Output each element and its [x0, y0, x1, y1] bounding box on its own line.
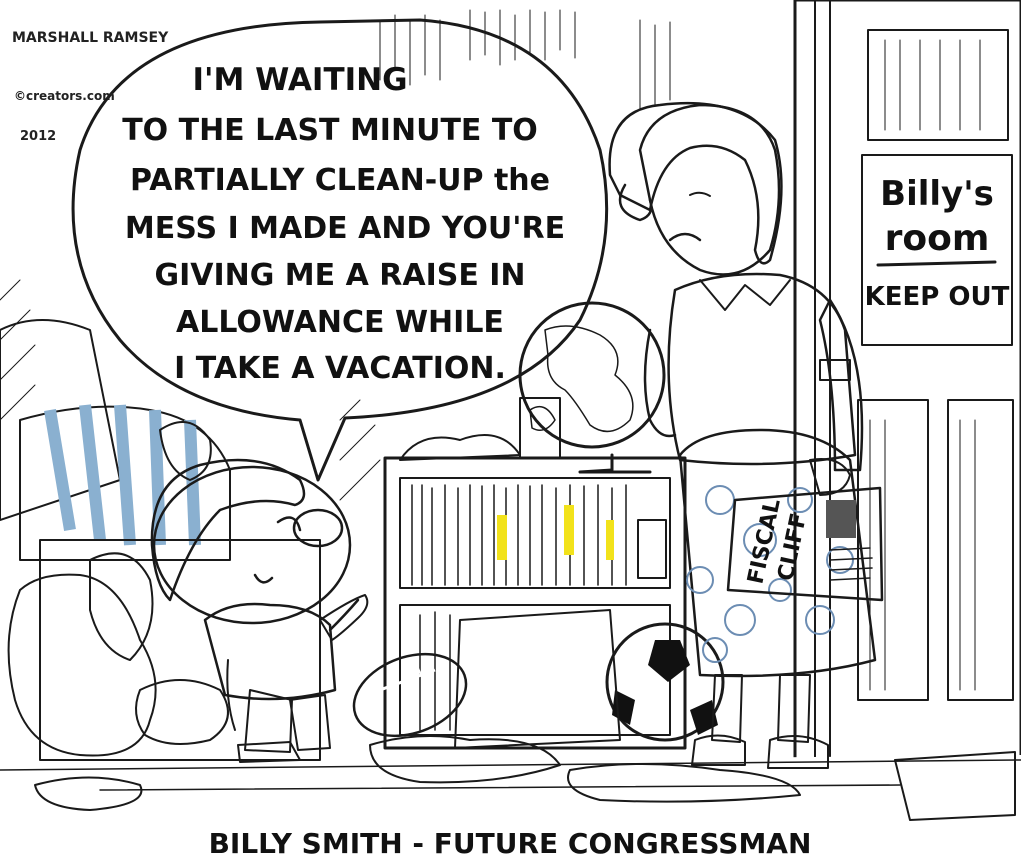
door-sign-line2: room: [885, 218, 990, 259]
door-sign-line1: Billy's: [880, 174, 994, 214]
floor-clothes: [369, 735, 561, 784]
door-knob: [819, 359, 851, 381]
orange-shirt-floor: [567, 763, 801, 803]
speech-line-7: I TAKE A VACATION.: [174, 351, 506, 386]
signature-artist: MARSHALL RAMSEY: [12, 30, 169, 46]
speech-line-1: I'M WAITING: [192, 62, 407, 98]
door-sign-background: [861, 154, 1013, 346]
boy-billy: [150, 458, 369, 763]
speech-line-2: TO THE LAST MINUTE TO: [122, 113, 538, 148]
door-sign-line3: KEEP OUT: [865, 282, 1010, 312]
mother-shirt: [667, 272, 857, 466]
mother-head: [638, 103, 781, 276]
speech-line-4: MESS I MADE AND YOU'RE: [125, 211, 565, 246]
newspaper-photo: [826, 500, 856, 538]
artist-signature: MARSHALL RAMSEY ©creators.com 2012: [12, 30, 169, 144]
cartoon-caption: BILLY SMITH - FUTURE CONGRESSMAN: [209, 827, 812, 860]
mother-skirt: [678, 428, 877, 678]
boy-shirt: [203, 602, 337, 701]
mother: [608, 101, 877, 769]
yellow-book: [497, 515, 507, 560]
speech-line-3: PARTIALLY CLEAN-UP the: [130, 163, 550, 198]
speech-bubble: I'M WAITING TO THE LAST MINUTE TO PARTIA…: [71, 18, 609, 482]
boy-hair: [150, 458, 306, 602]
signature-source: ©creators.com: [14, 89, 115, 103]
boy-head: [152, 465, 352, 625]
door-sign: Billy's room KEEP OUT: [861, 154, 1013, 346]
speech-line-5: GIVING ME A RAISE IN: [154, 258, 525, 293]
mother-hair: [608, 101, 783, 265]
speech-line-6: ALLOWANCE WHILE: [176, 305, 504, 340]
green-plant: [7, 573, 157, 757]
signature-year: 2012: [20, 129, 56, 144]
boy-pants: [244, 689, 293, 753]
cup: [519, 397, 561, 459]
football: [352, 652, 468, 738]
floor-rug: [894, 751, 1016, 821]
